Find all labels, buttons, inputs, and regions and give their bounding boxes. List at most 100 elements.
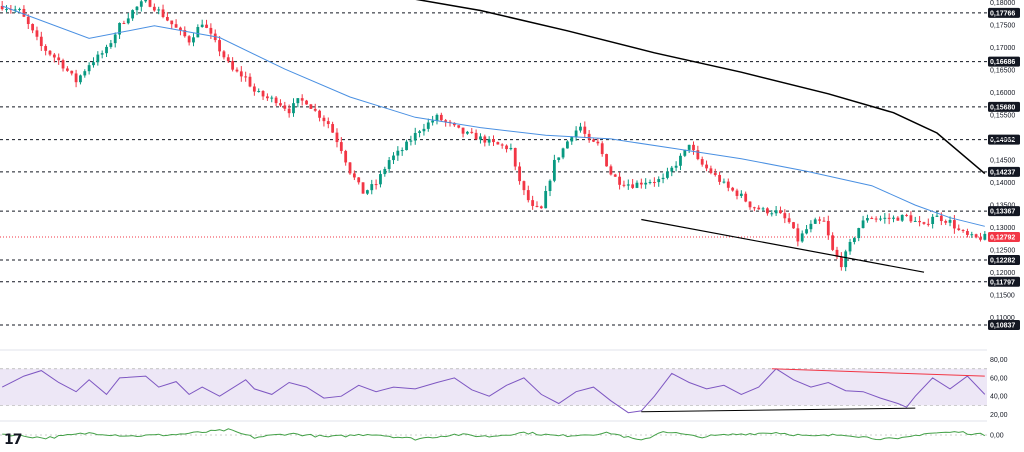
candle-body bbox=[70, 70, 74, 74]
candle-body bbox=[392, 155, 395, 161]
candle-body bbox=[557, 157, 561, 160]
candle-body bbox=[222, 51, 226, 58]
candle-body bbox=[974, 234, 978, 238]
candle-body bbox=[718, 174, 721, 182]
candle-body bbox=[435, 114, 439, 121]
candle-body bbox=[800, 233, 804, 242]
level-badge bbox=[988, 254, 1020, 265]
candle-body bbox=[818, 219, 822, 221]
candle-body bbox=[679, 155, 682, 166]
candle-body bbox=[570, 136, 574, 142]
candle-body bbox=[52, 54, 56, 58]
oscillator-line bbox=[2, 428, 986, 441]
candle-body bbox=[926, 223, 930, 225]
candle-body bbox=[492, 139, 495, 143]
candle-body bbox=[900, 214, 904, 221]
candle-body bbox=[787, 218, 791, 223]
price-tick-label: 0,13500 bbox=[990, 203, 1015, 210]
candle-body bbox=[731, 187, 735, 191]
candle-body bbox=[931, 216, 935, 224]
candle-body bbox=[526, 190, 530, 201]
candle-body bbox=[405, 141, 408, 151]
candle-body bbox=[5, 9, 8, 11]
price-tick-label: 0,15000 bbox=[990, 135, 1015, 142]
candle-body bbox=[666, 171, 669, 178]
candle-body bbox=[348, 162, 352, 174]
rsi-tick-label: 40,00 bbox=[990, 394, 1008, 401]
candle-body bbox=[913, 220, 917, 222]
horizontal-levels: 0,17766 0,16686 0,15680 0,14952 0,14237 0,133… bbox=[0, 7, 1020, 331]
candle-body bbox=[687, 144, 691, 150]
candle-body bbox=[752, 207, 756, 209]
candle-body bbox=[418, 131, 421, 133]
candle-body bbox=[574, 130, 578, 137]
candle-body bbox=[531, 200, 535, 206]
candlesticks bbox=[0, 0, 987, 272]
candle-body bbox=[135, 6, 139, 11]
candle-body bbox=[326, 121, 330, 125]
candle-body bbox=[770, 213, 774, 215]
price-tick-label: 0,18000 bbox=[990, 0, 1015, 7]
candle-body bbox=[335, 132, 339, 143]
candle-body bbox=[96, 54, 100, 63]
candle-body bbox=[331, 124, 335, 133]
candle-body bbox=[79, 75, 82, 83]
candle-body bbox=[344, 150, 348, 163]
candle-body bbox=[65, 68, 69, 71]
candle-body bbox=[500, 144, 504, 146]
candle-body bbox=[700, 159, 704, 165]
candle-body bbox=[879, 218, 882, 220]
candle-body bbox=[957, 228, 961, 231]
candle-body bbox=[796, 228, 800, 242]
tradingview-logo: 17 bbox=[4, 432, 23, 448]
candle-body bbox=[844, 251, 848, 268]
candle-body bbox=[35, 30, 39, 37]
candle-body bbox=[139, 1, 143, 7]
candle-body bbox=[422, 128, 426, 132]
candle-body bbox=[596, 141, 600, 144]
candle-body bbox=[287, 108, 291, 114]
ma-long-line bbox=[415, 0, 986, 175]
candle-body bbox=[639, 182, 643, 185]
candle-body bbox=[644, 182, 648, 185]
candle-body bbox=[431, 120, 435, 123]
candle-body bbox=[705, 164, 708, 169]
candle-body bbox=[944, 221, 948, 223]
candle-body bbox=[579, 126, 582, 131]
candle-body bbox=[461, 127, 465, 134]
candle-body bbox=[505, 145, 508, 150]
candle-body bbox=[535, 205, 539, 207]
candle-body bbox=[470, 131, 474, 133]
candle-body bbox=[248, 76, 252, 87]
candle-body bbox=[235, 69, 239, 72]
candle-body bbox=[283, 105, 287, 109]
candle-body bbox=[18, 8, 21, 10]
candle-body bbox=[274, 97, 278, 104]
candle-body bbox=[866, 218, 869, 221]
candle-body bbox=[179, 27, 182, 31]
candle-body bbox=[270, 97, 274, 99]
candle-body bbox=[39, 36, 43, 47]
candle-body bbox=[661, 177, 665, 180]
candle-body bbox=[909, 215, 913, 222]
current-price-label: 0,12792 bbox=[990, 234, 1015, 241]
candle-body bbox=[861, 220, 865, 229]
ma-short-line bbox=[2, 5, 985, 227]
candle-body bbox=[357, 177, 361, 183]
candle-body bbox=[561, 148, 565, 158]
candle-body bbox=[539, 206, 543, 209]
rsi-line bbox=[1, 368, 986, 414]
candle-body bbox=[883, 217, 887, 219]
level-badge bbox=[988, 320, 1020, 331]
candle-body bbox=[605, 154, 608, 167]
candle-body bbox=[852, 238, 856, 242]
candle-body bbox=[826, 220, 830, 236]
candle-body bbox=[848, 241, 852, 252]
candle-body bbox=[366, 190, 369, 194]
candle-body bbox=[126, 18, 130, 24]
candle-body bbox=[722, 181, 726, 183]
candle-body bbox=[165, 16, 169, 21]
price-tick-label: 0,11000 bbox=[990, 315, 1015, 322]
candle-body bbox=[361, 182, 365, 194]
